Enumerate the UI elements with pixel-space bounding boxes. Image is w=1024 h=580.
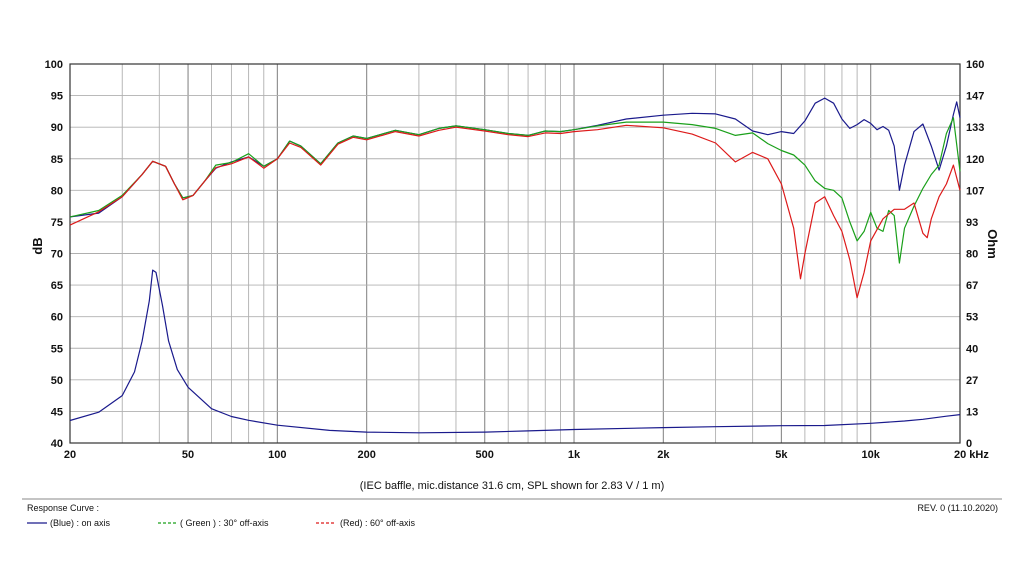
y-tick-label: 50 <box>51 375 63 387</box>
y-axis-title: dB <box>30 237 45 254</box>
y2-tick-label: 80 <box>966 249 978 261</box>
y2-tick-label: 67 <box>966 280 978 292</box>
x-tick-label: 10k <box>862 449 881 461</box>
y-tick-label: 55 <box>51 343 63 355</box>
revision-note: REV. 0 (11.10.2020) <box>917 503 998 513</box>
curve-blue-on-axis <box>69 97 961 218</box>
y2-tick-label: 120 <box>966 154 984 166</box>
legend-label-green: ( Green ) : 30° off-axis <box>180 518 269 528</box>
x-tick-label: 2k <box>657 449 670 461</box>
y-tick-label: 45 <box>51 406 63 418</box>
curve-green-30deg <box>69 117 961 264</box>
curve-red-60deg <box>69 124 961 299</box>
y-axis-ticks: 100 95 90 85 80 75 70 65 60 55 50 45 40 <box>45 59 63 450</box>
x-tick-label: 5k <box>775 449 788 461</box>
y-tick-label: 70 <box>51 249 63 261</box>
y2-tick-label: 40 <box>966 343 978 355</box>
x-tick-label: 1k <box>568 449 581 461</box>
y-tick-label: 95 <box>51 91 63 103</box>
y2-axis-title: Ohm <box>985 229 1000 259</box>
legend-title: Response Curve : <box>27 503 99 513</box>
y2-axis-ticks: 160 147 133 120 107 93 80 67 53 40 27 13 0 <box>966 59 984 450</box>
plot-frame <box>69 63 961 444</box>
x-tick-label: 200 <box>357 449 375 461</box>
x-tick-label: 100 <box>268 449 286 461</box>
y2-tick-label: 93 <box>966 217 978 229</box>
y2-tick-label: 160 <box>966 59 984 71</box>
curve-impedance <box>69 269 961 434</box>
x-tick-label: 20 kHz <box>954 449 989 461</box>
grid-lines <box>70 64 960 443</box>
y-tick-label: 75 <box>51 217 63 229</box>
curves <box>69 97 961 434</box>
chart-caption: (IEC baffle, mic.distance 31.6 cm, SPL s… <box>360 480 664 492</box>
x-tick-label: 20 <box>64 449 76 461</box>
y-tick-label: 80 <box>51 185 63 197</box>
y2-tick-label: 133 <box>966 122 984 134</box>
y2-tick-label: 147 <box>966 91 984 103</box>
y-tick-label: 100 <box>45 59 63 71</box>
y2-tick-label: 53 <box>966 312 978 324</box>
y2-tick-label: 27 <box>966 375 978 387</box>
x-tick-label: 50 <box>182 449 194 461</box>
y-tick-label: 90 <box>51 122 63 134</box>
y-tick-label: 65 <box>51 280 63 292</box>
y-tick-label: 60 <box>51 312 63 324</box>
legend-label-blue: (Blue) : on axis <box>50 518 111 528</box>
y2-tick-label: 107 <box>966 185 984 197</box>
y-tick-label: 85 <box>51 154 63 166</box>
x-tick-label: 500 <box>476 449 494 461</box>
y2-tick-label: 0 <box>966 438 972 450</box>
y-tick-label: 40 <box>51 438 63 450</box>
y2-tick-label: 13 <box>966 406 978 418</box>
legend-label-red: (Red) : 60° off-axis <box>340 518 415 528</box>
x-axis-ticks: 20 50 100 200 500 1k 2k 5k 10k 20 kHz <box>64 449 989 461</box>
